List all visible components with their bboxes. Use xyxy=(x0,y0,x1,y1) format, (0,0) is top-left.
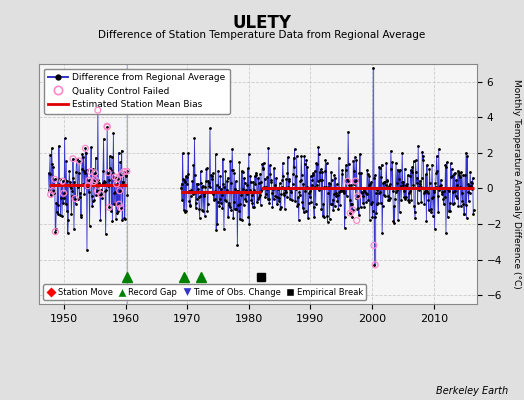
Point xyxy=(116,205,125,211)
Point xyxy=(86,168,95,175)
Point xyxy=(71,195,79,202)
Point xyxy=(59,190,68,196)
Point xyxy=(351,178,359,184)
Point xyxy=(112,181,121,187)
Point xyxy=(94,107,102,114)
Point xyxy=(58,178,67,184)
Point xyxy=(113,176,122,182)
Legend: Difference from Regional Average, Quality Control Failed, Estimated Station Mean: Difference from Regional Average, Qualit… xyxy=(44,68,230,114)
Point xyxy=(370,242,378,248)
Point xyxy=(49,188,57,194)
Point xyxy=(115,188,124,194)
Text: Berkeley Earth: Berkeley Earth xyxy=(436,386,508,396)
Point xyxy=(111,174,119,180)
Point xyxy=(69,156,77,162)
Point xyxy=(119,168,128,175)
Point xyxy=(346,210,354,216)
Point xyxy=(91,170,99,176)
Point xyxy=(91,176,100,183)
Point xyxy=(51,228,60,235)
Point xyxy=(348,206,357,213)
Text: Difference of Station Temperature Data from Regional Average: Difference of Station Temperature Data f… xyxy=(99,30,425,40)
Point xyxy=(103,123,111,130)
Point xyxy=(115,201,123,207)
Point xyxy=(84,182,92,189)
Point xyxy=(51,176,59,182)
Point xyxy=(123,168,131,174)
Text: ULETY: ULETY xyxy=(233,14,291,32)
Point xyxy=(117,171,125,177)
Point xyxy=(103,124,112,130)
Point xyxy=(354,193,362,199)
Y-axis label: Monthly Temperature Anomaly Difference (°C): Monthly Temperature Anomaly Difference (… xyxy=(512,79,521,289)
Point xyxy=(81,145,90,152)
Point xyxy=(343,178,352,184)
Point xyxy=(105,204,114,210)
Point xyxy=(47,191,55,198)
Point xyxy=(85,177,93,183)
Point xyxy=(371,262,379,268)
Point xyxy=(90,178,98,185)
Point xyxy=(93,188,102,194)
Point xyxy=(97,191,105,197)
Point xyxy=(104,170,113,176)
Point xyxy=(75,158,83,164)
Point xyxy=(353,217,361,224)
